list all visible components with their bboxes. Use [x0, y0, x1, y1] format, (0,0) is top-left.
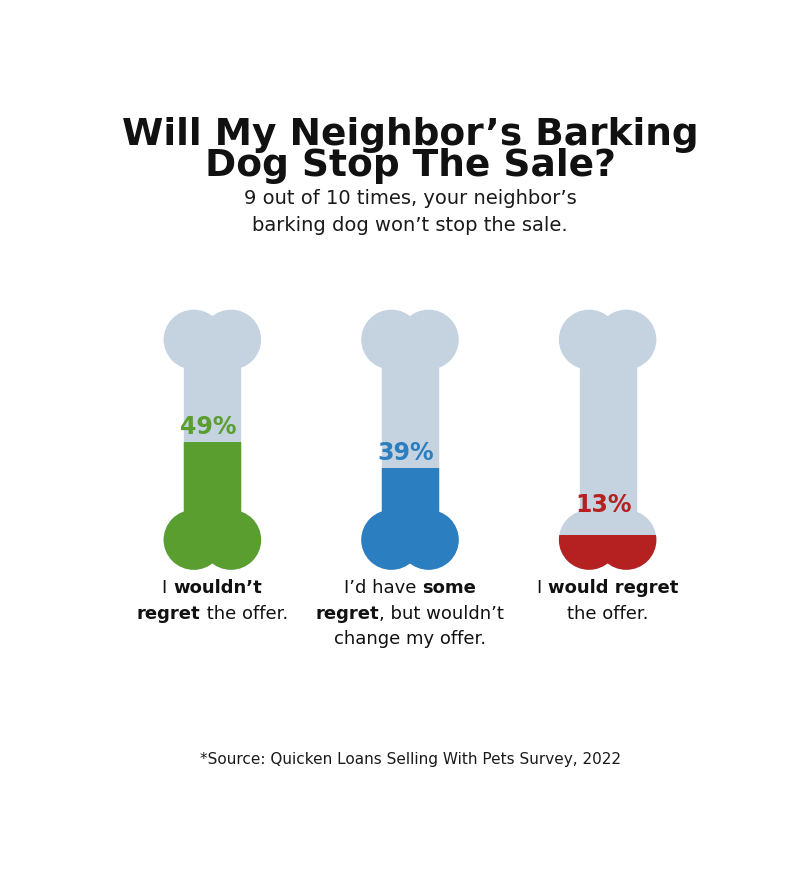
Text: regret: regret [316, 604, 379, 623]
Circle shape [202, 310, 261, 369]
Text: I: I [162, 579, 174, 597]
Circle shape [202, 310, 261, 369]
Text: change my offer.: change my offer. [334, 630, 486, 648]
Circle shape [362, 510, 421, 569]
Circle shape [399, 510, 458, 569]
Text: wouldn’t: wouldn’t [174, 579, 262, 597]
Circle shape [362, 310, 421, 369]
Bar [185, 325, 240, 525]
Circle shape [597, 310, 656, 369]
Text: 39%: 39% [378, 441, 434, 465]
Circle shape [399, 510, 458, 569]
Text: , but wouldn’t: , but wouldn’t [379, 604, 504, 623]
Bar [580, 325, 635, 525]
Circle shape [559, 510, 618, 569]
Circle shape [202, 510, 261, 569]
Bar [185, 325, 240, 525]
Circle shape [164, 510, 223, 569]
Circle shape [597, 510, 656, 569]
Bar [382, 325, 438, 525]
Text: regret: regret [137, 604, 201, 623]
Circle shape [164, 310, 223, 369]
Circle shape [202, 510, 261, 569]
Circle shape [559, 310, 618, 369]
Text: the offer.: the offer. [567, 604, 648, 623]
Text: the offer.: the offer. [201, 604, 288, 623]
Text: 49%: 49% [180, 416, 237, 439]
Circle shape [164, 510, 223, 569]
Circle shape [362, 510, 421, 569]
Text: 9 out of 10 times, your neighbor’s: 9 out of 10 times, your neighbor’s [244, 190, 576, 208]
Text: Dog Stop The Sale?: Dog Stop The Sale? [205, 148, 615, 184]
Text: I’d have: I’d have [344, 579, 422, 597]
Text: would regret: would regret [548, 579, 678, 597]
Text: barking dog won’t stop the sale.: barking dog won’t stop the sale. [252, 216, 568, 236]
Circle shape [399, 310, 458, 369]
Bar [382, 325, 438, 525]
Text: 13%: 13% [575, 494, 632, 517]
Bar [580, 325, 635, 525]
Text: Will My Neighbor’s Barking: Will My Neighbor’s Barking [122, 117, 698, 153]
Circle shape [559, 310, 618, 369]
Text: *Source: Quicken Loans Selling With Pets Survey, 2022: *Source: Quicken Loans Selling With Pets… [199, 752, 621, 766]
Circle shape [164, 310, 223, 369]
Circle shape [597, 510, 656, 569]
Circle shape [559, 510, 618, 569]
Text: some: some [422, 579, 476, 597]
Circle shape [597, 310, 656, 369]
Circle shape [399, 310, 458, 369]
Text: I: I [537, 579, 548, 597]
Circle shape [362, 310, 421, 369]
